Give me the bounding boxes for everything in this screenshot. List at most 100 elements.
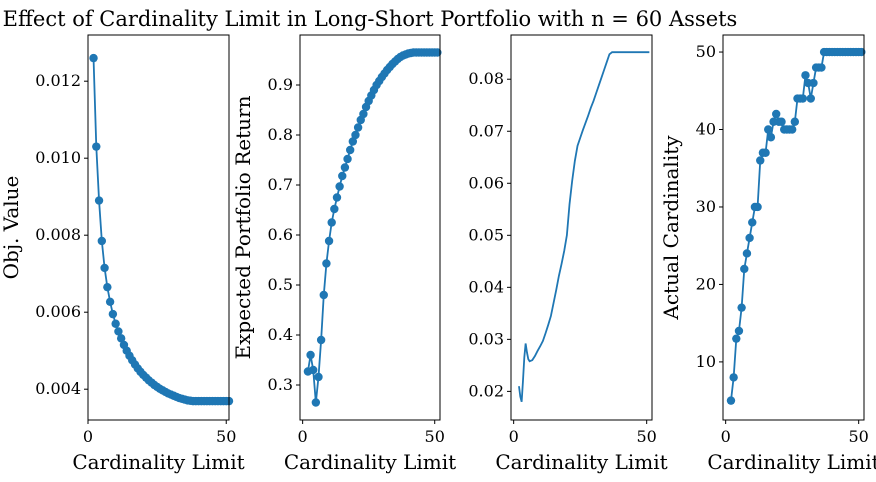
data-point bbox=[734, 326, 744, 336]
data-point bbox=[92, 142, 101, 151]
data-point bbox=[94, 196, 104, 205]
subplots: 0 50 0.004 0.006 0.008 0.010 0.012 Cardinality … bbox=[0, 34, 876, 474]
data-point bbox=[345, 145, 355, 155]
data-point bbox=[761, 148, 770, 157]
y-tick-label: 0.03 bbox=[468, 329, 504, 348]
x-tick-label: 0 bbox=[509, 427, 519, 446]
x-tick-label: 0 bbox=[721, 427, 731, 446]
data-point bbox=[737, 303, 746, 312]
y-tick-label: 0.05 bbox=[468, 225, 504, 244]
data-point bbox=[327, 218, 336, 227]
data-point bbox=[353, 123, 363, 132]
data-point bbox=[114, 327, 123, 336]
data-point bbox=[311, 398, 321, 407]
y-tick-label: 0.02 bbox=[468, 381, 504, 400]
data-point bbox=[753, 202, 762, 212]
data-point bbox=[777, 117, 786, 126]
y-tick-label: 0.8 bbox=[268, 125, 293, 144]
axes-frame bbox=[722, 34, 865, 421]
subplot-1: 0 50 0.004 0.006 0.008 0.010 0.012 Cardinality … bbox=[0, 34, 245, 474]
data-point bbox=[340, 163, 350, 172]
x-axis-label: Cardinality Limit bbox=[495, 450, 667, 474]
x-tick-label: 50 bbox=[848, 427, 868, 446]
data-point bbox=[103, 282, 112, 292]
data-point bbox=[97, 236, 107, 246]
data-point bbox=[108, 309, 118, 319]
data-point bbox=[798, 94, 808, 103]
y-tick-label: 0.5 bbox=[268, 275, 293, 294]
data-point bbox=[306, 350, 315, 360]
data-point bbox=[806, 94, 815, 103]
data-point bbox=[338, 171, 347, 181]
data-point bbox=[89, 53, 98, 63]
data-point bbox=[766, 133, 776, 142]
data-point bbox=[809, 78, 818, 88]
data-point bbox=[105, 297, 115, 307]
data-point bbox=[111, 319, 120, 328]
data-point bbox=[335, 182, 344, 191]
data-point bbox=[732, 334, 741, 343]
x-tick-label: 0 bbox=[83, 427, 93, 446]
data-point bbox=[314, 372, 323, 382]
data-point bbox=[343, 154, 352, 164]
y-tick-label: 30 bbox=[696, 197, 716, 216]
axes-frame bbox=[299, 34, 441, 421]
series-line bbox=[730, 51, 862, 401]
y-tick-label: 20 bbox=[696, 274, 716, 293]
data-point bbox=[817, 63, 826, 72]
data-point bbox=[319, 290, 328, 300]
data-point bbox=[322, 259, 331, 268]
data-point bbox=[116, 334, 126, 343]
data-point bbox=[756, 156, 765, 165]
subplot-3: 0 50 0.02 0.03 0.04 0.05 0.06 0.07 0.08 Cardinali… bbox=[468, 34, 668, 474]
x-tick-label: 50 bbox=[425, 427, 445, 446]
data-point bbox=[740, 264, 749, 274]
data-point bbox=[433, 48, 442, 57]
data-point bbox=[100, 263, 109, 273]
data-point bbox=[742, 249, 752, 258]
x-axis-label: Cardinality Limit bbox=[284, 450, 456, 474]
data-point bbox=[857, 47, 866, 57]
y-tick-label: 0.6 bbox=[268, 225, 293, 244]
x-tick-label: 0 bbox=[298, 427, 308, 446]
data-point bbox=[729, 373, 738, 382]
y-tick-label: 0.010 bbox=[35, 148, 81, 167]
y-tick-label: 0.004 bbox=[35, 379, 81, 398]
x-tick-label: 50 bbox=[216, 427, 236, 446]
y-tick-label: 50 bbox=[696, 42, 716, 61]
y-tick-label: 0.04 bbox=[468, 277, 504, 296]
y-tick-label: 0.3 bbox=[268, 375, 293, 394]
data-point bbox=[745, 233, 754, 243]
data-point bbox=[332, 193, 342, 202]
y-axis-label: Obj. Value bbox=[0, 176, 23, 280]
y-tick-label: 10 bbox=[696, 352, 716, 371]
subplot-4: 0 50 10 20 30 40 50 Cardinality Limit Actual Car… bbox=[659, 34, 876, 474]
series-line bbox=[518, 51, 650, 403]
axes-frame bbox=[87, 34, 230, 421]
y-tick-label: 0.07 bbox=[468, 121, 504, 140]
y-tick-label: 40 bbox=[696, 120, 716, 139]
data-point bbox=[772, 109, 781, 119]
y-tick-label: 0.9 bbox=[268, 75, 293, 94]
y-tick-label: 0.06 bbox=[468, 173, 504, 192]
data-point bbox=[726, 396, 736, 405]
x-axis-label: Cardinality Limit bbox=[707, 450, 876, 474]
subplot-2: 0 50 0.3 0.4 0.5 0.6 0.7 0.8 0.9 Cardinality Limi… bbox=[231, 34, 456, 474]
series-line bbox=[92, 58, 229, 403]
x-tick-label: 50 bbox=[636, 427, 656, 446]
data-point bbox=[351, 130, 360, 140]
data-point bbox=[309, 365, 318, 375]
data-point bbox=[359, 109, 368, 119]
y-axis-label: Expected Portfolio Return bbox=[231, 95, 255, 359]
data-point bbox=[748, 218, 757, 227]
x-axis-label: Cardinality Limit bbox=[72, 450, 244, 474]
y-tick-label: 0.006 bbox=[35, 302, 81, 321]
figure-title: Effect of Cardinality Limit in Long-Shor… bbox=[3, 7, 738, 31]
data-point bbox=[330, 204, 339, 214]
y-tick-label: 0.008 bbox=[35, 225, 81, 244]
y-tick-label: 0.08 bbox=[468, 69, 504, 88]
data-point bbox=[348, 137, 358, 146]
data-point bbox=[764, 125, 773, 134]
series-line bbox=[307, 51, 438, 403]
data-point bbox=[316, 335, 326, 345]
